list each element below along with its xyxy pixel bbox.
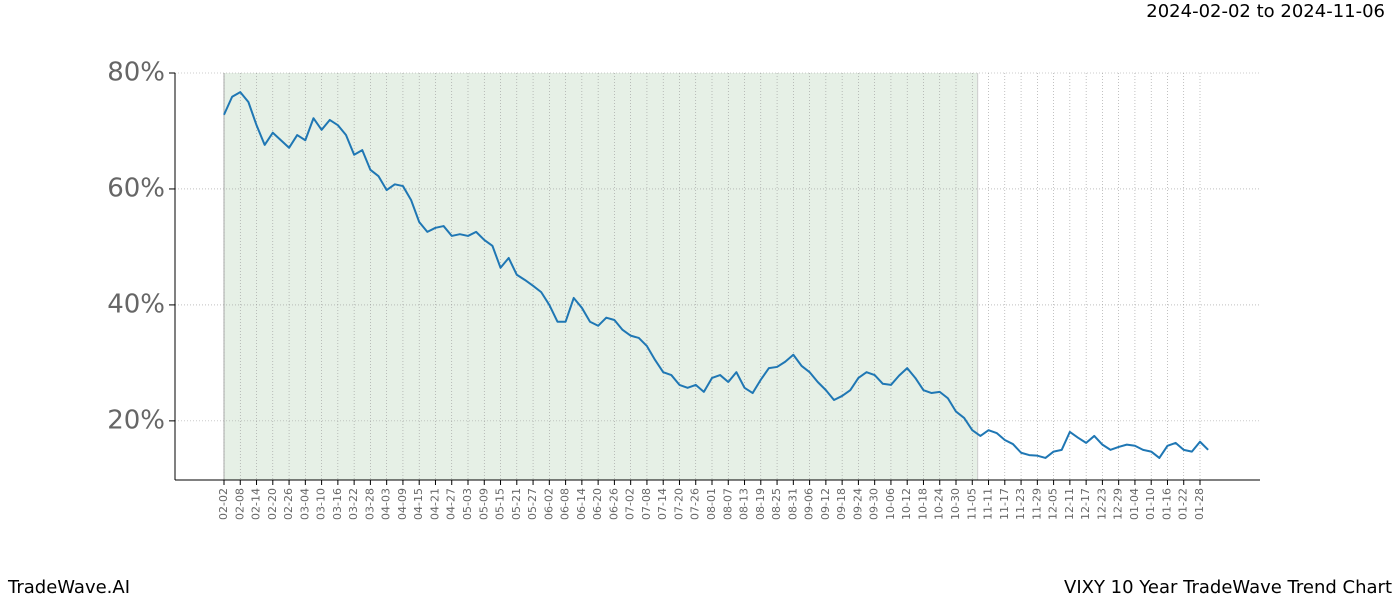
- x-tick-label: 07-20: [672, 488, 685, 520]
- x-tick-label: 02-08: [233, 488, 246, 520]
- x-tick-label: 07-08: [640, 488, 653, 520]
- x-tick-label: 03-28: [363, 488, 376, 520]
- x-tick-label: 03-16: [331, 488, 344, 520]
- y-tick-label: 40%: [107, 289, 165, 319]
- x-tick-label: 03-10: [315, 488, 328, 520]
- x-tick-label: 08-25: [770, 488, 783, 520]
- x-tick-label: 07-02: [624, 488, 637, 520]
- y-tick-label: 20%: [107, 405, 165, 435]
- x-tick-label: 02-02: [217, 488, 230, 520]
- x-tick-label: 04-03: [380, 488, 393, 520]
- x-tick-label: 01-28: [1193, 488, 1206, 520]
- x-tick-label: 06-08: [559, 488, 572, 520]
- x-tick-label: 07-26: [689, 488, 702, 520]
- x-tick-label: 01-04: [1128, 488, 1141, 520]
- x-tick-label: 11-05: [965, 488, 978, 520]
- y-tick-label: 60%: [107, 173, 165, 203]
- x-tick-label: 11-23: [1014, 488, 1027, 520]
- shaded-period: [224, 73, 978, 480]
- x-tick-label: 10-24: [933, 488, 946, 520]
- x-tick-label: 02-26: [282, 488, 295, 520]
- x-tick-label: 11-11: [982, 488, 995, 520]
- x-tick-label: 05-09: [477, 488, 490, 520]
- x-tick-label: 04-09: [396, 488, 409, 520]
- x-tick-label: 08-19: [754, 488, 767, 520]
- x-tick-label: 02-20: [266, 488, 279, 520]
- x-tick-label: 01-10: [1144, 488, 1157, 520]
- x-tick-label: 06-26: [607, 488, 620, 520]
- x-tick-label: 05-03: [461, 488, 474, 520]
- x-tick-label: 02-14: [250, 488, 263, 520]
- x-tick-label: 04-21: [428, 488, 441, 520]
- x-tick-label: 05-27: [526, 488, 539, 520]
- x-tick-label: 06-20: [591, 488, 604, 520]
- x-tick-label: 09-24: [851, 488, 864, 520]
- x-tick-label: 12-11: [1063, 488, 1076, 520]
- x-tick-label: 12-05: [1047, 488, 1060, 520]
- x-tick-label: 09-18: [835, 488, 848, 520]
- x-tick-label: 10-06: [884, 488, 897, 520]
- x-tick-label: 03-22: [347, 488, 360, 520]
- y-tick-label: 80%: [107, 58, 165, 88]
- x-tick-label: 12-17: [1079, 488, 1092, 520]
- x-tick-label: 10-30: [949, 488, 962, 520]
- x-tick-label: 08-01: [705, 488, 718, 520]
- x-tick-label: 08-31: [786, 488, 799, 520]
- x-tick-label: 11-17: [998, 488, 1011, 520]
- x-tick-label: 06-14: [575, 488, 588, 520]
- x-tick-label: 12-29: [1112, 488, 1125, 520]
- x-tick-label: 10-18: [916, 488, 929, 520]
- x-tick-label: 03-04: [298, 488, 311, 520]
- x-tick-label: 05-21: [510, 488, 523, 520]
- footer-right: VIXY 10 Year TradeWave Trend Chart: [1064, 577, 1392, 598]
- x-tick-label: 09-30: [868, 488, 881, 520]
- data-line: [223, 91, 1209, 459]
- x-tick-label: 09-12: [819, 488, 832, 520]
- x-tick-label: 10-12: [900, 488, 913, 520]
- x-tick-label: 07-14: [656, 488, 669, 520]
- footer-left: TradeWave.AI: [7, 577, 130, 598]
- x-tick-label: 11-29: [1030, 488, 1043, 520]
- x-tick-label: 08-13: [738, 488, 751, 520]
- x-tick-label: 04-27: [445, 488, 458, 520]
- x-tick-label: 12-23: [1095, 488, 1108, 520]
- x-tick-label: 04-15: [412, 488, 425, 520]
- x-tick-label: 08-07: [721, 488, 734, 520]
- x-tick-label: 01-22: [1177, 488, 1190, 520]
- x-tick-label: 05-15: [494, 488, 507, 520]
- x-tick-label: 06-02: [542, 488, 555, 520]
- x-tick-label: 09-06: [803, 488, 816, 520]
- x-tick-label: 01-16: [1160, 488, 1173, 520]
- subtitle: 2024-02-02 to 2024-11-06: [1146, 1, 1385, 22]
